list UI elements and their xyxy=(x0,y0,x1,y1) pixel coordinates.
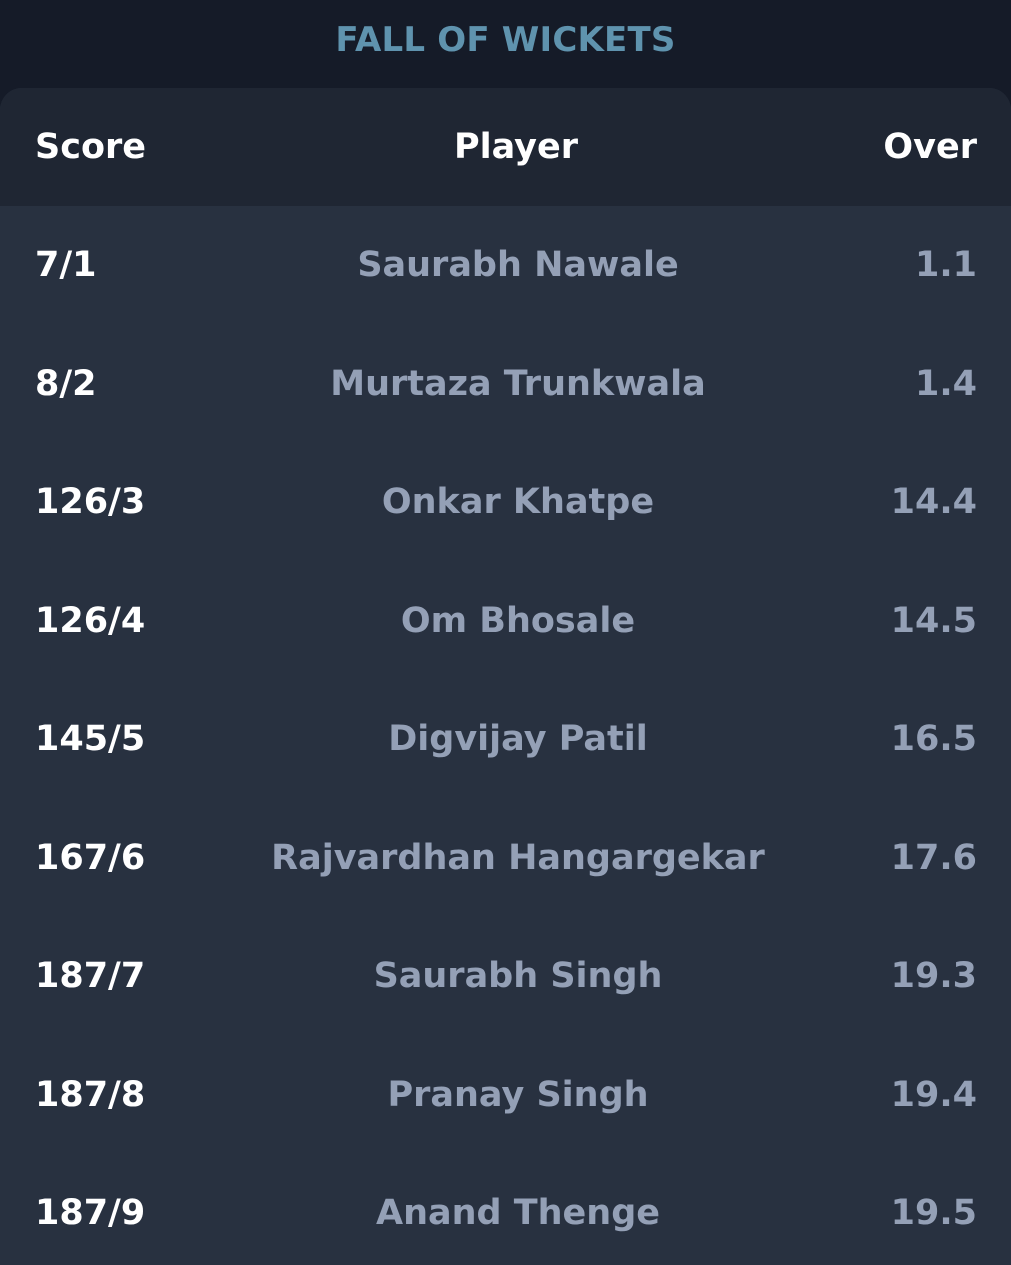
player-cell: Saurabh Nawale xyxy=(357,245,679,285)
player-cell: Digvijay Patil xyxy=(388,719,648,759)
table-row: 7/1 Saurabh Nawale 1.1 xyxy=(0,206,1011,325)
player-cell: Rajvardhan Hangargekar xyxy=(271,837,765,878)
header-score: Score xyxy=(35,127,146,167)
table-row: 187/9 Anand Thenge 19.5 xyxy=(0,1154,1011,1265)
score-cell: 187/7 xyxy=(35,956,146,996)
player-cell: Om Bhosale xyxy=(400,600,636,641)
table-row: 145/5 Digvijay Patil 16.5 xyxy=(0,680,1011,799)
over-cell: 1.4 xyxy=(914,363,977,404)
score-cell: 126/4 xyxy=(35,600,146,641)
player-cell: Murtaza Trunkwala xyxy=(330,363,706,404)
over-cell: 14.4 xyxy=(890,482,977,522)
score-cell: 126/3 xyxy=(35,482,146,522)
player-cell: Saurabh Singh xyxy=(373,956,663,996)
table-row: 167/6 Rajvardhan Hangargekar 17.6 xyxy=(0,799,1011,918)
player-cell: Anand Thenge xyxy=(375,1193,661,1233)
over-cell: 19.3 xyxy=(890,956,977,996)
over-cell: 19.5 xyxy=(890,1193,977,1233)
score-cell: 7/1 xyxy=(35,245,97,285)
score-cell: 187/8 xyxy=(35,1074,146,1115)
score-cell: 145/5 xyxy=(35,719,146,759)
table-row: 187/8 Pranay Singh 19.4 xyxy=(0,1036,1011,1155)
header-over: Over xyxy=(883,127,977,167)
over-cell: 1.1 xyxy=(914,245,977,285)
header-player: Player xyxy=(453,127,578,167)
table-row: 126/3 Onkar Khatpe 14.4 xyxy=(0,443,1011,562)
table-row: 126/4 Om Bhosale 14.5 xyxy=(0,562,1011,681)
player-cell: Pranay Singh xyxy=(387,1074,649,1115)
score-cell: 167/6 xyxy=(35,837,146,878)
score-cell: 187/9 xyxy=(35,1193,146,1233)
over-cell: 14.5 xyxy=(890,600,977,641)
section-title: FALL OF WICKETS xyxy=(335,20,676,60)
over-cell: 17.6 xyxy=(890,837,977,878)
table-header: Score Player Over xyxy=(0,88,1011,206)
table-body: 7/1 Saurabh Nawale 1.1 8/2 Murtaza Trunk… xyxy=(0,206,1011,1265)
player-cell: Onkar Khatpe xyxy=(381,482,655,522)
table-row: 187/7 Saurabh Singh 19.3 xyxy=(0,917,1011,1036)
over-cell: 19.4 xyxy=(890,1074,977,1115)
over-cell: 16.5 xyxy=(890,719,977,759)
table-row: 8/2 Murtaza Trunkwala 1.4 xyxy=(0,325,1011,444)
fall-of-wickets-table: Score Player Over 7/1 Saurabh Nawale 1.1… xyxy=(0,88,1011,1265)
score-cell: 8/2 xyxy=(35,363,97,404)
